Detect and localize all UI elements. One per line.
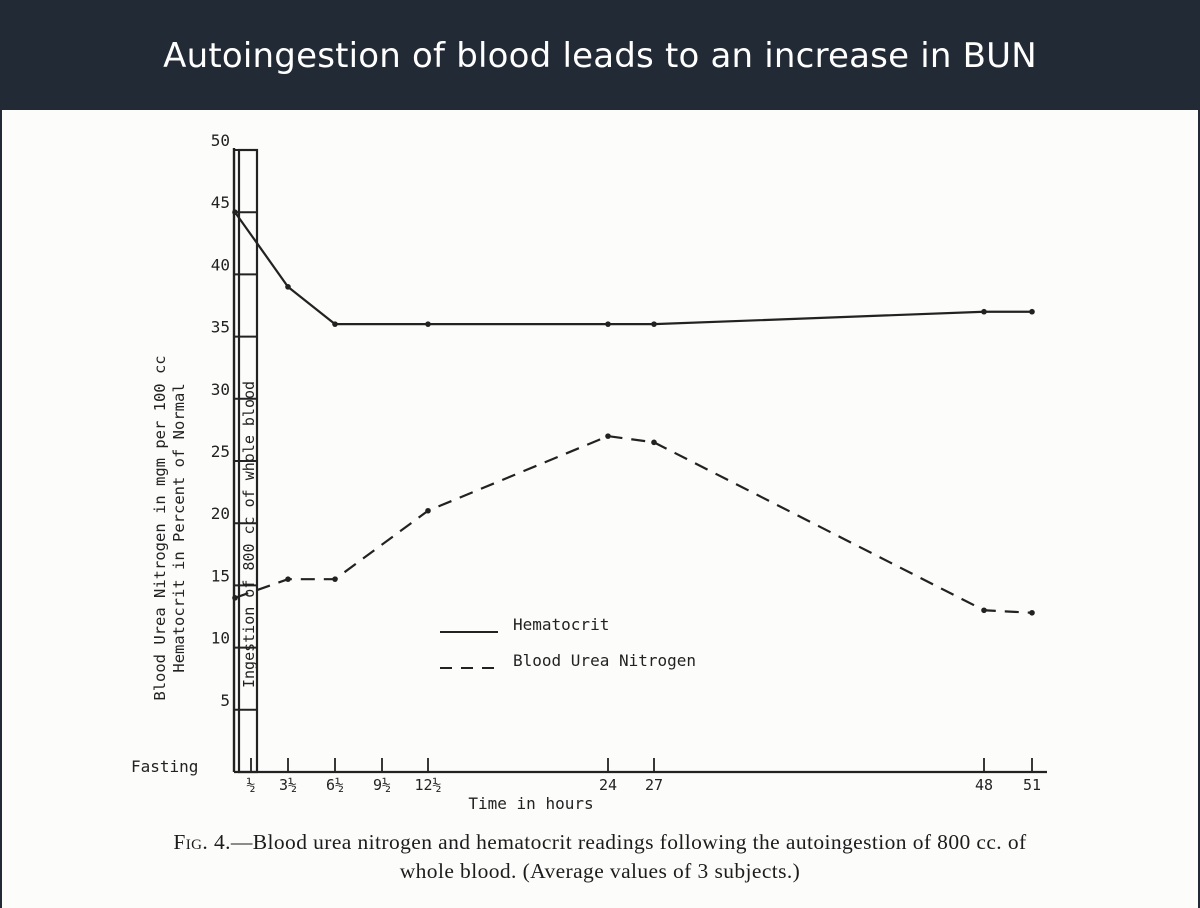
title-bar: Autoingestion of blood leads to an incre… — [2, 2, 1198, 110]
x-tick-label: 27 — [645, 776, 663, 794]
data-point-blood-urea-nitrogen — [981, 607, 987, 614]
data-point-blood-urea-nitrogen — [285, 576, 291, 582]
data-point-blood-urea-nitrogen — [651, 439, 657, 446]
x-tick-label: 3½ — [279, 776, 297, 794]
y-tick-label: 30 — [211, 380, 230, 399]
y-axis-label-line-1: Blood Urea Nitrogen in mgm per 100 cc — [151, 355, 169, 700]
y-tick-label: 10 — [211, 629, 230, 648]
caption-line-1: —Blood urea nitrogen and hematocrit read… — [230, 830, 1027, 854]
data-point-blood-urea-nitrogen — [425, 507, 431, 514]
data-point-blood-urea-nitrogen — [232, 595, 238, 601]
data-point-blood-urea-nitrogen — [332, 576, 338, 582]
x-tick-label: 6½ — [326, 776, 344, 794]
caption-prefix: Fig. 4. — [173, 830, 231, 854]
data-point-hematocrit — [651, 321, 657, 327]
fasting-label: Fasting — [131, 757, 198, 776]
data-point-blood-urea-nitrogen — [605, 433, 611, 439]
y-tick-label: 50 — [211, 131, 230, 150]
x-tick-label: 9½ — [373, 776, 391, 794]
y-tick-label: 35 — [211, 318, 230, 337]
y-tick-label: 20 — [211, 504, 230, 523]
series-line-hematocrit — [234, 211, 1032, 326]
legend-label-blood-urea-nitrogen: Blood Urea Nitrogen — [513, 651, 696, 670]
data-point-hematocrit — [425, 321, 431, 327]
data-point-hematocrit — [285, 284, 291, 290]
x-tick-label: 12½ — [414, 776, 441, 794]
figure-caption: Fig. 4.—Blood urea nitrogen and hematocr… — [22, 828, 1178, 886]
x-axis-label: Time in hours — [468, 794, 593, 810]
y-tick-label: 45 — [211, 193, 230, 212]
data-point-blood-urea-nitrogen — [1029, 609, 1035, 616]
series-line-blood-urea-nitrogen — [234, 435, 1033, 614]
y-axis-label-line-2: Hematocrit in Percent of Normal — [170, 383, 188, 672]
y-tick-label: 5 — [220, 691, 230, 710]
data-point-hematocrit — [1029, 308, 1035, 315]
caption-line-2: whole blood. (Average values of 3 subjec… — [399, 859, 801, 883]
y-tick-label: 15 — [211, 566, 230, 585]
x-tick-label: 24 — [599, 776, 617, 794]
data-point-hematocrit — [232, 209, 238, 215]
y-tick-label: 40 — [211, 255, 230, 274]
x-tick-label: ½ — [246, 776, 255, 794]
ingestion-label: Ingestion of 800 cc of whole blood — [240, 381, 258, 688]
slide-title: Autoingestion of blood leads to an incre… — [163, 36, 1037, 76]
y-tick-label: 25 — [211, 442, 230, 461]
data-point-hematocrit — [981, 308, 987, 315]
x-tick-label: 48 — [975, 776, 993, 794]
x-tick-label: 51 — [1023, 776, 1041, 794]
figure: Ingestion of 800 cc of whole blood 5 10 15 2… — [2, 110, 1198, 908]
legend-label-hematocrit: Hematocrit — [513, 615, 609, 634]
chart: Ingestion of 800 cc of whole blood 5 10 15 2… — [131, 131, 1047, 813]
data-point-hematocrit — [332, 321, 338, 327]
data-point-hematocrit — [605, 321, 611, 327]
